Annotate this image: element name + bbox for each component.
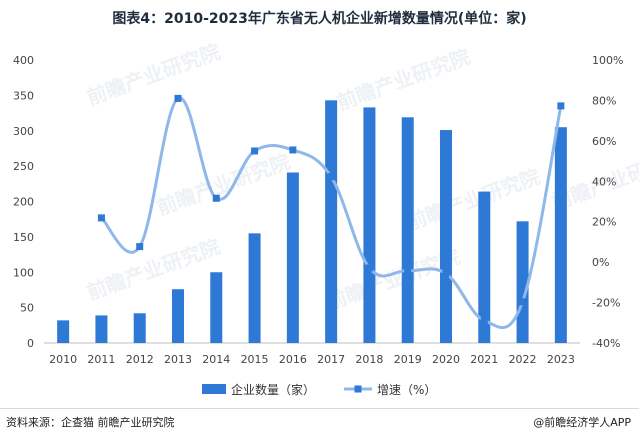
right-axis-ticks: -40% -20% 0% 20% 40% 60% 80% 100% [592,54,623,350]
bar-series [57,100,567,344]
footer-divider [0,408,639,409]
left-tick-label: 350 [13,89,34,102]
growth-point [519,298,527,306]
x-tick-label: 2018 [355,353,383,366]
bar [172,289,184,343]
x-tick-label: 2014 [202,353,230,366]
legend-bar-label: 企业数量（家） [231,382,315,397]
growth-point [365,264,373,272]
bar [248,233,261,343]
bar [401,117,414,344]
right-tick-label: 80% [592,94,616,107]
growth-point [289,146,297,154]
legend: 企业数量（家） 增速（%） [202,382,436,397]
growth-point [480,317,488,325]
legend-line-label: 增速（%） [377,383,436,397]
right-tick-label: -40% [592,337,620,350]
x-tick-label: 2012 [126,353,154,366]
bar [286,172,299,343]
bar [57,320,70,343]
legend-bar-swatch [202,384,226,394]
x-tick-label: 2021 [470,353,498,366]
growth-point [327,173,335,181]
x-tick-label: 2016 [279,353,307,366]
growth-point [251,147,259,155]
bar [133,313,146,343]
left-tick-label: 50 [20,302,34,315]
watermark-text: 前瞻产业研究院 [334,44,474,114]
left-tick-label: 100 [13,266,34,279]
bar [478,191,491,343]
watermark-text: 前瞻产业研究院 [84,39,224,109]
line-series [97,94,565,330]
bar [440,130,452,343]
growth-point [557,102,565,110]
x-tick-label: 2020 [432,353,460,366]
x-tick-label: 2015 [241,353,269,366]
chart-title: 图表4：2010-2023年广东省无人机企业新增数量情况(单位：家) [112,11,527,27]
right-tick-label: -20% [592,297,620,310]
x-tick-label: 2023 [547,353,575,366]
right-tick-label: 100% [592,54,623,67]
watermark-text: 前瞻产业研究院 [84,234,224,304]
publisher-credit: @前瞻经济学人APP [533,416,631,429]
watermark-text: 前瞻产业研究院 [154,149,294,219]
right-tick-label: 20% [592,216,616,229]
growth-point [97,214,105,222]
left-tick-label: 250 [13,160,34,173]
bar [554,127,567,344]
left-tick-label: 0 [27,337,34,350]
x-tick-label: 2013 [164,353,192,366]
growth-point [442,269,450,277]
x-tick-label: 2022 [509,353,537,366]
source-note: 资料来源：企查猫 前瞻产业研究院 [6,416,175,429]
x-tick-label: 2010 [49,353,77,366]
left-axis-ticks: 0 50 100 150 200 250 300 350 400 [13,54,34,350]
growth-point [212,194,220,202]
x-axis-ticks: 2010 2011 2012 2013 2014 2015 2016 2017 2018 2019… [49,353,575,366]
x-tick-label: 2011 [87,353,115,366]
growth-point [174,94,182,102]
bar [95,315,108,343]
left-tick-label: 150 [13,231,34,244]
left-tick-label: 400 [13,54,34,67]
x-tick-label: 2017 [317,353,345,366]
x-tick-label: 2019 [394,353,422,366]
right-tick-label: 40% [592,175,616,188]
growth-point [136,243,144,251]
left-tick-label: 300 [13,125,34,138]
right-tick-label: 60% [592,135,616,148]
growth-point [404,267,412,275]
bar [325,100,338,343]
bar [210,272,223,343]
right-tick-label: 0% [592,256,609,269]
bar [363,107,376,343]
left-tick-label: 200 [13,196,34,209]
legend-line-marker [354,385,362,393]
